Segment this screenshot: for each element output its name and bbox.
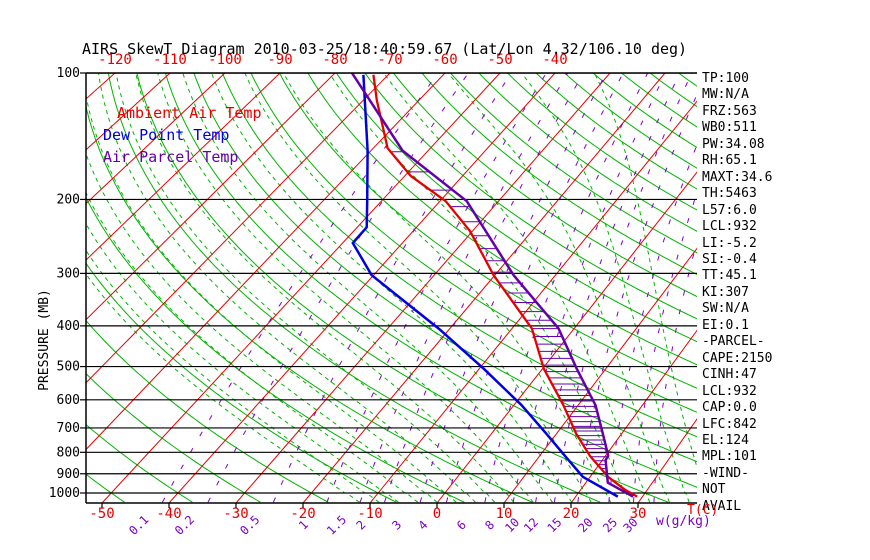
stat-line: NOT xyxy=(702,482,726,498)
dry-adiabats xyxy=(86,73,697,503)
axis-tick-label: 0 xyxy=(433,506,441,522)
stat-line: EL:124 xyxy=(702,432,749,448)
axis-tick-label: -90 xyxy=(267,52,292,68)
axis-labels: -120 -110 -100 -90 -80 -70 -60 -50 -40-50 -40 -30-… xyxy=(49,52,647,538)
stat-line: MAXT:34.6 xyxy=(702,169,773,185)
stat-line: FRZ:563 xyxy=(702,103,757,119)
axis-tick-label: 25 xyxy=(600,515,620,535)
axis-tick-label: 100 xyxy=(57,66,80,81)
axis-tick-label: -100 xyxy=(208,52,242,68)
stat-line: MW:N/A xyxy=(702,87,749,103)
stat-line: EI:0.1 xyxy=(702,317,749,333)
stat-line: L57:6.0 xyxy=(702,202,757,218)
stat-line: LCL:932 xyxy=(702,219,757,235)
page-title: AIRS SkewT Diagram 2010-03-25/18:40:59.6… xyxy=(82,40,688,58)
axis-tick-label: 1000 xyxy=(49,486,80,501)
legend-item-0: Ambient Air Temp xyxy=(117,104,262,122)
temp-profile xyxy=(372,74,638,498)
plot-frame xyxy=(85,72,697,504)
stat-line: PW:34.08 xyxy=(702,136,765,152)
stat-line: CAPE:2150 xyxy=(702,350,773,366)
axis-tick-label: 400 xyxy=(57,319,80,334)
stat-line: -WIND- xyxy=(702,465,749,481)
moist-adiabats xyxy=(86,73,697,503)
axis-tick-label: 1.5 xyxy=(324,513,349,538)
axis-tick-label: -110 xyxy=(153,52,187,68)
axis-tick-label: -30 xyxy=(223,506,248,522)
axis-tick-label: 15 xyxy=(544,515,564,535)
axis-tick-label: -50 xyxy=(487,52,512,68)
axis-tick-label: 4 xyxy=(415,518,430,533)
axis-tick-label: 0.1 xyxy=(126,513,151,538)
stat-line: TT:45.1 xyxy=(702,268,757,284)
stat-line: LI:-5.2 xyxy=(702,235,757,251)
stat-line: LCL:932 xyxy=(702,383,757,399)
axis-tick-label: 10 xyxy=(496,506,513,522)
mixing-ratio-lines xyxy=(161,73,697,503)
legend-item-1: Dew Point Temp xyxy=(103,126,230,144)
axis-tick-label: 20 xyxy=(563,506,580,522)
axis-tick-label: 12 xyxy=(521,515,541,535)
stat-line: AVAIL xyxy=(702,498,742,514)
axis-tick-label: 800 xyxy=(57,445,80,460)
parcel-profile xyxy=(350,73,634,498)
temp-axis-unit-label: T(C) xyxy=(687,503,719,518)
axis-tick-label: -50 xyxy=(89,506,114,522)
axis-tick-label: 900 xyxy=(57,467,80,482)
stat-line: SW:N/A xyxy=(702,301,749,317)
stat-line: WB0:511 xyxy=(702,120,757,136)
mixing-ratio-unit-label: w(g/kg) xyxy=(656,514,711,529)
stat-line: MPL:101 xyxy=(702,449,757,465)
axis-tick-label: -60 xyxy=(432,52,457,68)
stat-line: TP:100 xyxy=(702,71,749,86)
stats-panel: TP:100 MW:N/A FRZ:563 WB0:511 PW:34.08 RH:65.… xyxy=(702,71,772,515)
axis-tick-label: 6 xyxy=(454,518,469,533)
axis-tick-label: 500 xyxy=(57,360,80,375)
stat-line: SI:-0.4 xyxy=(702,251,757,267)
axis-tick-label: 700 xyxy=(57,421,80,436)
axis-tick-label: -10 xyxy=(357,506,382,522)
stat-line: -PARCEL- xyxy=(702,334,765,350)
axis-tick-label: 600 xyxy=(57,393,80,408)
stat-line: CAP:0.0 xyxy=(702,400,757,416)
axis-tick-label: 30 xyxy=(630,506,647,522)
stat-line: KI:307 xyxy=(702,284,749,300)
stat-line: LFC:842 xyxy=(702,416,757,432)
axis-tick-label: -80 xyxy=(322,52,347,68)
axis-tick-label: -40 xyxy=(156,506,181,522)
dewpoint-profile xyxy=(351,74,619,498)
pressure-lines xyxy=(86,73,697,494)
axis-tick-label: -20 xyxy=(290,506,315,522)
stat-line: TH:5463 xyxy=(702,186,757,202)
axis-tick-label: -70 xyxy=(377,52,402,68)
stat-line: CINH:47 xyxy=(702,367,757,383)
pressure-axis-title: PRESSURE (MB) xyxy=(37,289,52,391)
axis-tick-label: -120 xyxy=(98,52,132,68)
isotherm-grid xyxy=(86,73,697,503)
cape-hatch xyxy=(390,151,608,473)
axis-tick-label: -40 xyxy=(542,52,567,68)
legend-item-2: Air Parcel Temp xyxy=(103,148,239,166)
stat-line: RH:65.1 xyxy=(702,153,757,169)
axis-tick-label: 200 xyxy=(57,192,80,207)
axis-tick-label: 300 xyxy=(57,266,80,281)
axis-tick-label: 3 xyxy=(389,518,404,533)
